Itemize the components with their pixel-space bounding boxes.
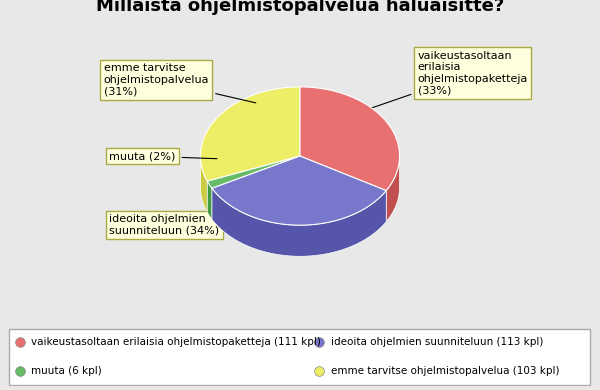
Polygon shape — [207, 181, 212, 220]
Text: emme tarvitse
ohjelmistopalvelua
(31%): emme tarvitse ohjelmistopalvelua (31%) — [104, 64, 256, 103]
Polygon shape — [212, 188, 386, 256]
Polygon shape — [207, 156, 300, 188]
Title: Millaista ohjelmistopalvelua haluaisitte?: Millaista ohjelmistopalvelua haluaisitte… — [96, 0, 504, 15]
Polygon shape — [200, 158, 207, 212]
Text: ideoita ohjelmien
suunniteluun (34%): ideoita ohjelmien suunniteluun (34%) — [109, 205, 272, 236]
Text: muuta (2%): muuta (2%) — [109, 151, 217, 161]
Text: ideoita ohjelmien suunniteluun (113 kpl): ideoita ohjelmien suunniteluun (113 kpl) — [331, 337, 543, 347]
Text: muuta (6 kpl): muuta (6 kpl) — [31, 367, 101, 376]
FancyBboxPatch shape — [9, 329, 590, 385]
Text: vaikeustasoltaan erilaisia ohjelmistopaketteja (111 kpl): vaikeustasoltaan erilaisia ohjelmistopak… — [31, 337, 320, 347]
Text: emme tarvitse ohjelmistopalvelua (103 kpl): emme tarvitse ohjelmistopalvelua (103 kp… — [331, 367, 559, 376]
Text: vaikeustasoltaan
erilaisia
ohjelmistopaketteja
(33%): vaikeustasoltaan erilaisia ohjelmistopak… — [355, 51, 528, 113]
Polygon shape — [200, 87, 300, 181]
Polygon shape — [212, 156, 386, 225]
Polygon shape — [300, 87, 400, 191]
Polygon shape — [386, 157, 400, 222]
